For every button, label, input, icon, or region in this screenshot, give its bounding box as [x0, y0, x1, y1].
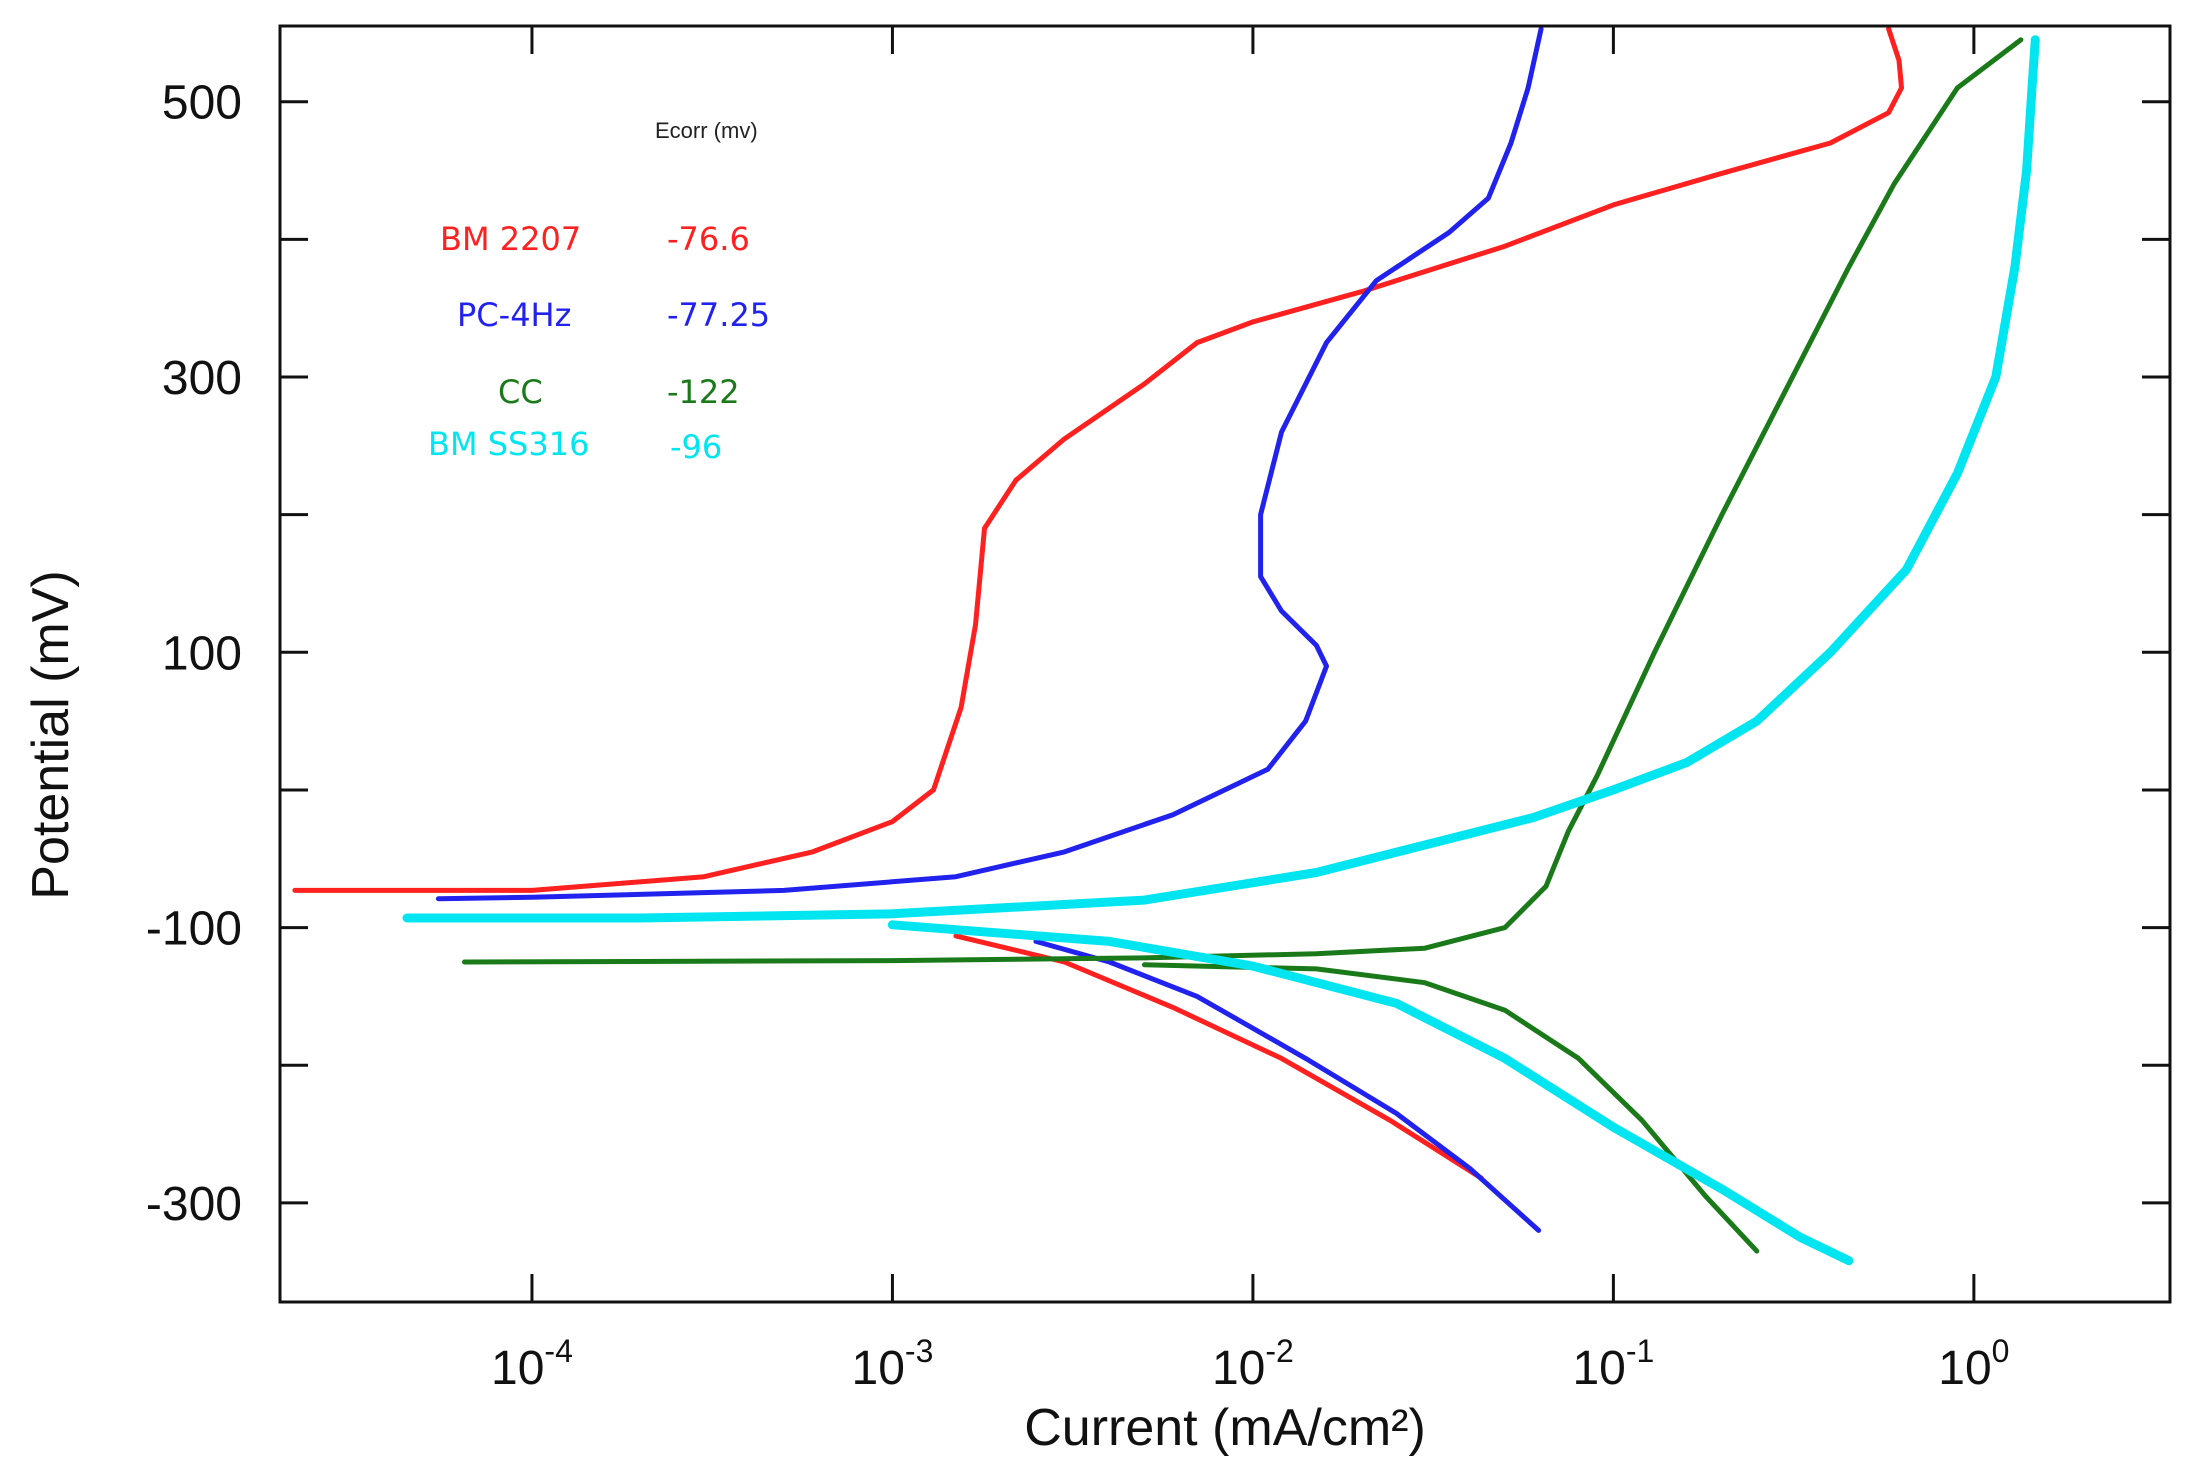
- legend-name-cc: CC: [498, 373, 543, 411]
- y-tick-label: 300: [162, 352, 242, 405]
- series-lines: [292, 26, 2040, 1266]
- y-tick-label: 100: [162, 627, 242, 680]
- x-tick-label: 10-2: [1212, 1333, 1294, 1395]
- series-cc-cathodic: [1141, 962, 1760, 1254]
- y-tick-label: -100: [146, 903, 242, 956]
- legend-name-bm2207: BM 2207: [440, 220, 581, 258]
- legend-ecorr-bm2207: -76.6: [667, 220, 750, 258]
- x-axis-title: Current (mA/cm²): [1024, 1399, 1426, 1457]
- legend-ecorr-pc4hz: -77.25: [667, 296, 770, 334]
- legend-ecorr-cc: -122: [667, 373, 740, 411]
- series-bm-ss316-cathodic: [887, 920, 1854, 1266]
- x-tick-label: 10-4: [491, 1333, 573, 1395]
- y-axis-tick-labels: 500 300 100 -100 -300: [146, 77, 242, 1231]
- y-axis-title: Potential (mV): [22, 570, 80, 899]
- y-tick-label: -300: [146, 1178, 242, 1231]
- legend-ecorr-ss316: -96: [670, 428, 722, 466]
- series-pc-4hz-cathodic: [1033, 938, 1542, 1233]
- series-bm-ss316-anodic: [402, 35, 2040, 923]
- legend: Ecorr (mv) BM 2207 -76.6 PC-4Hz -77.25 C…: [428, 118, 770, 466]
- legend-title: Ecorr (mv): [655, 118, 758, 143]
- plot-frame: [278, 24, 2172, 1304]
- legend-name-ss316: BM SS316: [428, 425, 589, 463]
- x-tick-label: 10-3: [852, 1333, 934, 1395]
- x-axis-tick-labels: 10-4 10-3 10-2 10-1 100: [491, 1333, 2009, 1395]
- series-pc-4hz-anodic: [435, 26, 1544, 902]
- series-bm-2207-anodic: [292, 26, 1904, 893]
- legend-name-pc4hz: PC-4Hz: [457, 296, 571, 334]
- x-tick-label: 100: [1938, 1333, 2009, 1395]
- x-tick-label: 10-1: [1572, 1333, 1654, 1395]
- y-tick-label: 500: [162, 77, 242, 130]
- tick-marks: [280, 26, 2170, 1302]
